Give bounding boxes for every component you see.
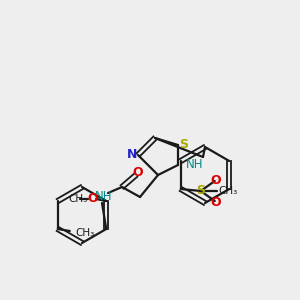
Text: O: O xyxy=(87,193,98,206)
Text: O: O xyxy=(210,173,221,187)
Text: N: N xyxy=(127,148,137,161)
Text: CH₃: CH₃ xyxy=(219,186,238,196)
Text: O: O xyxy=(133,166,143,178)
Text: O: O xyxy=(210,196,221,208)
Text: S: S xyxy=(179,139,188,152)
Text: NH: NH xyxy=(186,158,204,172)
Text: NH: NH xyxy=(95,190,113,203)
Text: CH₃: CH₃ xyxy=(69,194,88,204)
Text: S: S xyxy=(196,184,205,197)
Text: CH₃: CH₃ xyxy=(76,228,95,238)
